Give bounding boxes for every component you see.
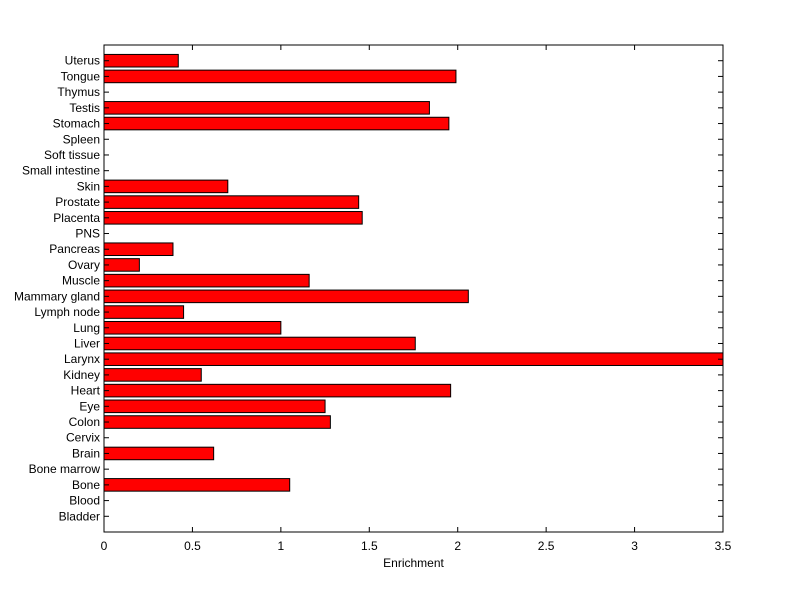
bar-colon — [103, 415, 331, 429]
y-tick-label: Mammary gland — [14, 289, 100, 303]
y-tick-label: Muscle — [62, 274, 100, 288]
x-tick-label: 0.5 — [184, 539, 201, 553]
y-tick-label: Bladder — [59, 509, 100, 523]
y-tick-label: Spleen — [63, 132, 100, 146]
bar-eye — [103, 399, 326, 414]
y-tick-label: Eye — [79, 399, 100, 413]
y-tick-label: Prostate — [55, 195, 100, 209]
bar-pancreas — [103, 242, 174, 257]
y-tick-label: Pancreas — [49, 242, 100, 256]
y-tick-label: Thymus — [57, 85, 100, 99]
bar-muscle — [103, 273, 310, 288]
bar-heart — [103, 383, 452, 398]
x-axis-title: Enrichment — [383, 556, 444, 570]
x-tick-label: 0 — [101, 539, 108, 553]
y-tick-label: Lymph node — [34, 305, 100, 319]
y-tick-label: Placenta — [53, 211, 100, 225]
y-tick-label: Blood — [69, 494, 100, 508]
bar-uterus — [103, 53, 179, 68]
axes-frame — [103, 44, 724, 533]
bar-tongue — [103, 69, 457, 84]
bar-larynx — [103, 352, 724, 366]
bar-bone — [103, 478, 291, 492]
y-tick-label: Soft tissue — [44, 148, 100, 162]
bar-skin — [103, 179, 229, 194]
y-tick-label: Skin — [77, 179, 100, 193]
x-tick-label: 3 — [631, 539, 638, 553]
bar-mammary-gland — [103, 289, 469, 304]
bar-lung — [103, 320, 282, 335]
y-tick-label: Kidney — [63, 368, 100, 382]
y-tick-label: Testis — [69, 101, 100, 115]
y-tick-label: Bone marrow — [29, 462, 101, 476]
y-tick-label: Brain — [72, 446, 100, 460]
y-tick-label: Lung — [73, 321, 100, 335]
y-tick-label: Ovary — [68, 258, 100, 272]
bar-ovary — [103, 258, 140, 272]
x-tick-label: 3.5 — [715, 539, 732, 553]
y-tick-label: Small intestine — [22, 164, 100, 178]
y-tick-label: Tongue — [61, 69, 101, 83]
bar-liver — [103, 336, 416, 351]
x-tick-label: 1.5 — [361, 539, 378, 553]
bar-kidney — [103, 368, 202, 382]
bar-brain — [103, 446, 215, 461]
y-tick-label: Stomach — [53, 117, 100, 131]
y-tick-label: Bone — [72, 478, 100, 492]
x-tick-label: 1 — [278, 539, 285, 553]
y-tick-label: Heart — [71, 384, 101, 398]
y-tick-label: Colon — [69, 415, 100, 429]
x-tick-label: 2 — [454, 539, 461, 553]
bar-placenta — [103, 211, 363, 225]
y-tick-label: Cervix — [66, 431, 100, 445]
bar-lymph-node — [103, 305, 185, 319]
bar-testis — [103, 101, 430, 115]
y-tick-label: Liver — [74, 336, 100, 350]
x-tick-label: 2.5 — [538, 539, 555, 553]
bar-prostate — [103, 195, 360, 209]
y-tick-label: Larynx — [64, 352, 100, 366]
y-tick-label: PNS — [75, 227, 100, 241]
y-tick-label: Uterus — [65, 54, 100, 68]
bar-stomach — [103, 116, 450, 131]
